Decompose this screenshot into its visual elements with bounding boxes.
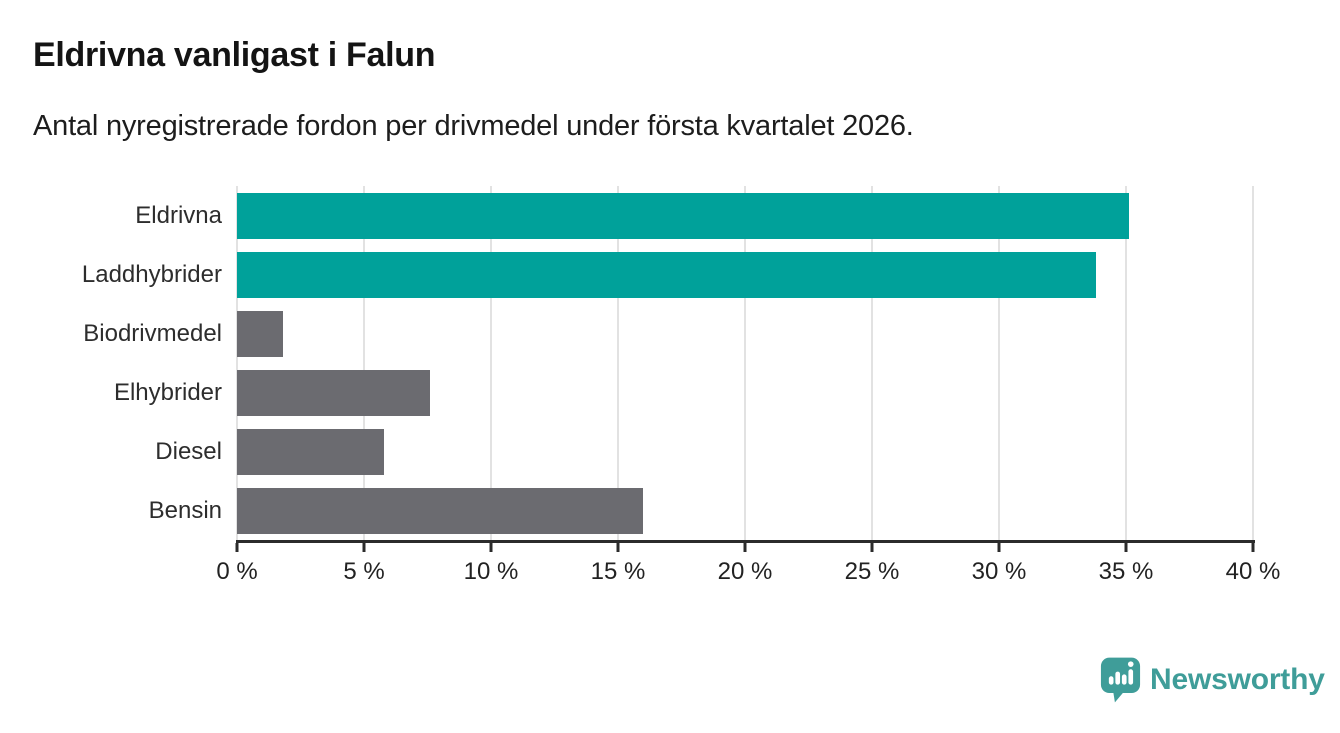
gridline [871,186,873,540]
bar-row [237,186,1253,245]
x-axis-tick-label: 30 % [971,558,1027,585]
x-axis-tick-label: 25 % [844,558,900,585]
x-axis-tick [743,543,747,552]
x-axis-tick-label: 40 % [1225,558,1281,585]
bars-container [237,186,1253,540]
category-label: Elhybrider [113,378,222,406]
bar [237,369,431,416]
bar-row [237,481,1253,540]
x-axis-ticks: 0 % 5 % 10 % 15 % 20 % 25 % 30 % 35 % 40 % [216,186,1280,606]
x-axis-tick [362,543,366,552]
bar-row [237,363,1253,422]
category-label: Bensin [148,496,222,524]
bar [237,251,1096,298]
x-axis-tick [1124,543,1128,552]
gridline [1252,186,1254,540]
category-label: Eldrivna [135,201,222,229]
plot-area [236,186,1254,540]
x-axis-tick [616,543,620,552]
bar-row [237,422,1253,481]
x-axis-tick [489,543,493,552]
gridline [1125,186,1127,540]
x-axis-tick-label: 0 % [216,558,258,585]
x-axis-tick [870,543,874,552]
category-label: Laddhybrider [81,260,222,288]
category-label: Diesel [155,437,222,465]
gridline [998,186,1000,540]
chart-subtitle: Antal nyregistrerade fordon per drivmede… [33,110,914,142]
gridline [490,186,492,540]
gridline [363,186,365,540]
bar [237,428,385,475]
x-axis-tick-label: 5 % [343,558,385,585]
x-axis-tick-label: 35 % [1098,558,1154,585]
x-axis-tick [235,543,239,552]
gridline [617,186,619,540]
newsworthy-speech-bubble-chart-icon [1100,656,1141,704]
bar [237,192,1129,239]
x-axis-tick [997,543,1001,552]
gridline [236,186,238,540]
category-axis-labels: Eldrivna Laddhybrider Biodrivmedel Elhybrid… [0,186,222,540]
bar-row [237,245,1253,304]
x-axis-tick-label: 10 % [463,558,519,585]
x-axis-tick-label: 20 % [717,558,773,585]
bar [237,487,644,534]
newsworthy-wordmark: Newsworthy [1150,663,1325,696]
newsworthy-logo: Newsworthy [1100,656,1325,704]
x-axis-tick [1251,543,1255,552]
x-axis-line [236,540,1255,543]
bar-chart: Eldrivna Laddhybrider Biodrivmedel Elhybrid… [0,186,1340,606]
x-axis-tick-label: 15 % [590,558,646,585]
bar [237,310,283,357]
chart-title: Eldrivna vanligast i Falun [33,36,436,74]
category-label: Biodrivmedel [83,319,222,347]
gridline [744,186,746,540]
bar-row [237,304,1253,363]
